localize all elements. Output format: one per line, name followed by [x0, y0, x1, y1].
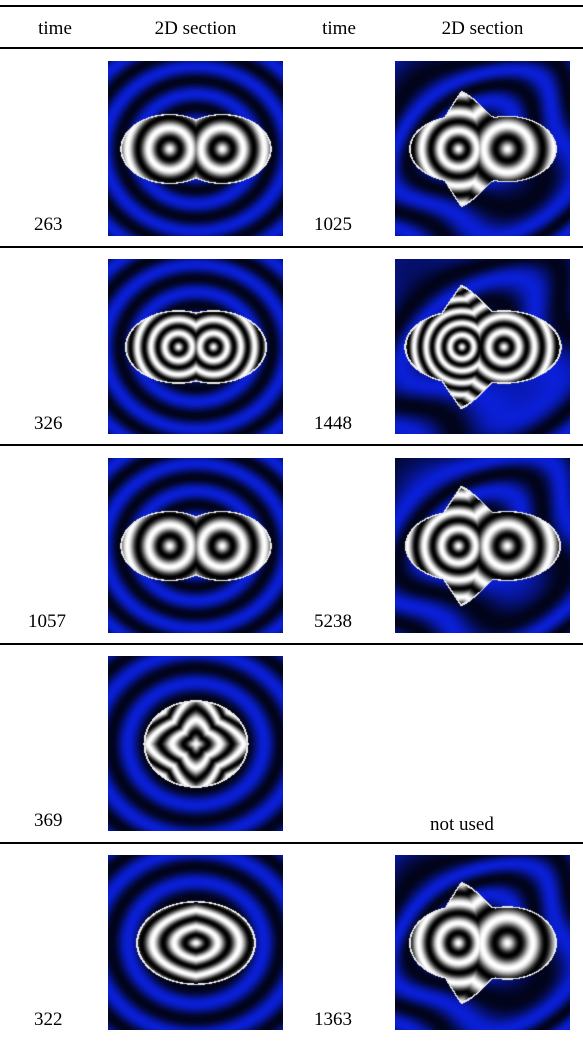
- header-time-right: time: [322, 18, 356, 39]
- header-rule: [0, 47, 583, 49]
- header-time-left: time: [38, 18, 72, 39]
- section-image: [108, 458, 283, 633]
- section-canvas: [108, 458, 283, 633]
- row-rule: [0, 643, 583, 645]
- row-rule: [0, 444, 583, 446]
- time-label: 5238: [314, 611, 352, 632]
- header-2d-section-left: 2D section: [154, 18, 237, 39]
- time-label: 1448: [314, 413, 352, 434]
- section-image: [108, 259, 283, 434]
- section-canvas: [395, 458, 570, 633]
- row-rule: [0, 842, 583, 844]
- time-label: 326: [34, 413, 63, 434]
- header-2d-section-right: 2D section: [441, 18, 524, 39]
- section-image: [395, 61, 570, 236]
- not-used-note: not used: [430, 814, 494, 835]
- section-image: [395, 855, 570, 1030]
- section-canvas: [395, 259, 570, 434]
- section-canvas: [108, 61, 283, 236]
- section-image: [108, 656, 283, 831]
- section-image: [108, 855, 283, 1030]
- section-image: [395, 259, 570, 434]
- time-label: 322: [34, 1009, 63, 1030]
- time-label: 1025: [314, 214, 352, 235]
- top-rule: [0, 5, 583, 7]
- section-image: [108, 61, 283, 236]
- section-image: [395, 458, 570, 633]
- section-canvas: [108, 259, 283, 434]
- row-rule: [0, 246, 583, 248]
- section-canvas: [395, 61, 570, 236]
- section-canvas: [108, 656, 283, 831]
- time-label: 263: [34, 214, 63, 235]
- section-canvas: [395, 855, 570, 1030]
- time-label: 1363: [314, 1009, 352, 1030]
- section-canvas: [108, 855, 283, 1030]
- time-label: 1057: [28, 611, 66, 632]
- time-label: 369: [34, 810, 63, 831]
